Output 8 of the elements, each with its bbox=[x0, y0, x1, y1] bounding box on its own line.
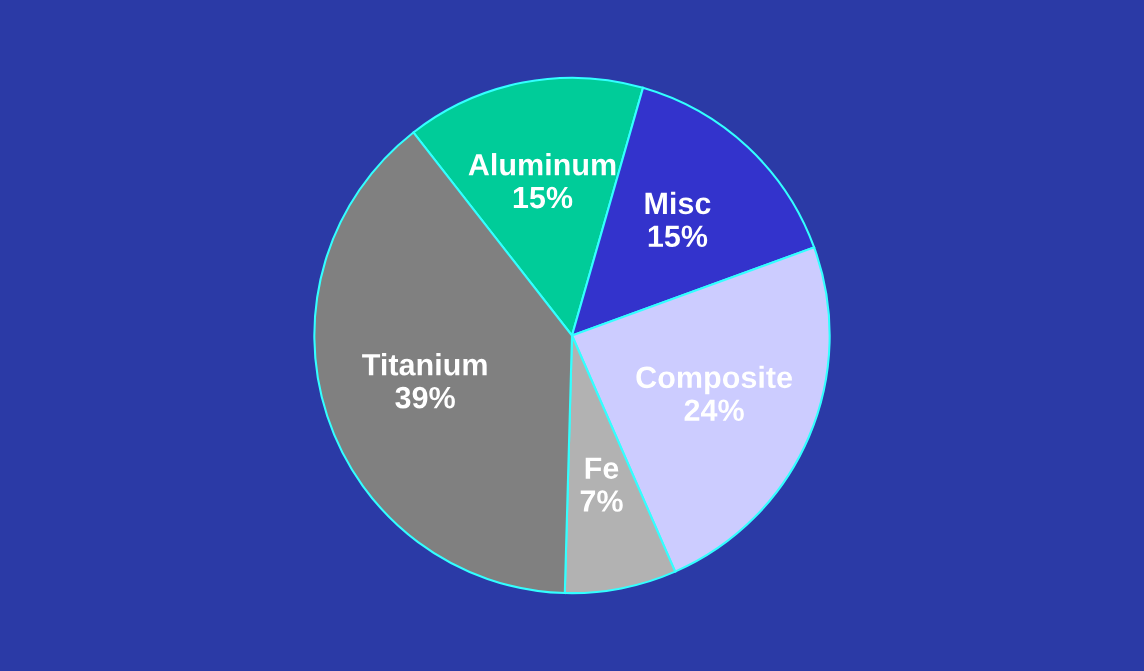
data-label: 39% bbox=[395, 386, 455, 409]
data-label: 7% bbox=[580, 490, 623, 512]
data-label: 15% bbox=[513, 186, 573, 209]
slice-label: Fe bbox=[585, 457, 619, 479]
slice-label: Titanium bbox=[362, 353, 487, 376]
slice-label: Misc bbox=[645, 191, 711, 215]
data-label: 15% bbox=[648, 225, 708, 248]
slice-label: Aluminum bbox=[468, 153, 616, 176]
